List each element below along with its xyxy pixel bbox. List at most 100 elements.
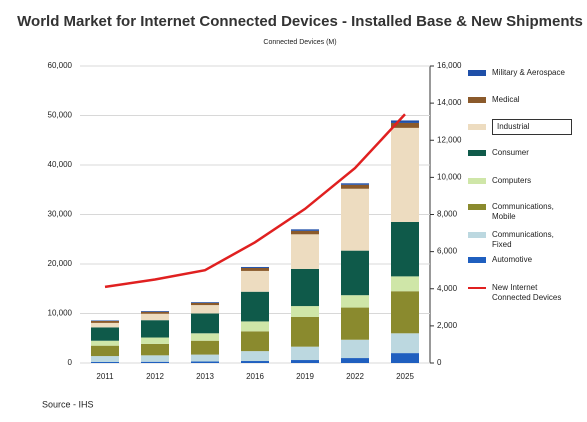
y2-tick-label: 6,000: [437, 247, 458, 256]
y2-tick-label: 4,000: [437, 284, 458, 293]
bar-segment: [341, 339, 369, 359]
y2-tick-label: 10,000: [437, 172, 462, 181]
chart-subtitle: Connected Devices (M): [263, 39, 336, 46]
legend-item: Medical: [468, 95, 578, 105]
bar-segment: [91, 340, 119, 346]
legend-item: Automotive: [468, 255, 578, 265]
legend-label: Consumer: [492, 148, 529, 157]
bar-segment: [341, 307, 369, 340]
bar-segment: [391, 291, 419, 334]
bar-segment: [291, 346, 319, 361]
legend-label: Communications, Mobile: [492, 202, 554, 221]
y2-tick-label: 0: [437, 358, 442, 367]
bar-segment: [141, 343, 169, 356]
legend-label: Communications, Fixed: [492, 230, 554, 249]
bar-segment: [241, 331, 269, 352]
legend-item: Military & Aerospace: [468, 68, 578, 78]
y-tick-label: 0: [68, 358, 73, 367]
legend-swatch: [468, 97, 486, 103]
legend-item: Communications, Fixed: [468, 230, 578, 250]
chart-title: World Market for Internet Connected Devi…: [17, 13, 583, 30]
legend-swatch: [468, 287, 486, 289]
y2-tick-label: 16,000: [437, 61, 462, 70]
bar-segment: [91, 327, 119, 341]
bar-segment: [291, 229, 319, 231]
legend-swatch: [468, 150, 486, 156]
y-tick-label: 10,000: [48, 309, 73, 318]
bar-segment: [241, 267, 269, 271]
bar-segment: [91, 356, 119, 363]
bar-segment: [341, 295, 369, 308]
bar-segment: [191, 361, 219, 363]
bar-segment: [191, 302, 219, 303]
source: Source - IHS: [42, 399, 94, 409]
y2-tick-label: 8,000: [437, 210, 458, 219]
legend-label: Computers: [492, 176, 532, 185]
legend-swatch: [468, 257, 486, 263]
bar-segment: [191, 354, 219, 362]
x-tick-label: 2016: [246, 372, 264, 381]
bar-segment: [191, 302, 219, 306]
legend-item: Consumer: [468, 148, 578, 158]
bar-segment: [391, 276, 419, 292]
legend-label: New Internet Connected Devices: [492, 283, 562, 302]
bar-segment: [141, 311, 169, 314]
x-tick-label: 2012: [146, 372, 164, 381]
bar-segment: [291, 268, 319, 307]
bar-segment: [91, 322, 119, 328]
legend-swatch: [468, 178, 486, 184]
bar-segment: [291, 306, 319, 317]
bar-segment: [341, 358, 369, 363]
bar-segment: [191, 333, 219, 341]
x-tick-label: 2025: [396, 372, 414, 381]
y-tick-label: 40,000: [48, 160, 73, 169]
bar-segment: [91, 320, 119, 323]
legend-item: Communications, Mobile: [468, 202, 578, 222]
legend-label: Military & Aerospace: [492, 68, 565, 77]
bar-segment: [291, 360, 319, 363]
y-tick-label: 50,000: [48, 111, 73, 120]
y-tick-label: 30,000: [48, 210, 73, 219]
legend-swatch: [468, 70, 486, 76]
y2-tick-label: 2,000: [437, 321, 458, 330]
legend-swatch: [468, 204, 486, 210]
bar-segment: [341, 250, 369, 296]
y-tick-label: 20,000: [48, 259, 73, 268]
y2-tick-label: 12,000: [437, 135, 462, 144]
bar-segment: [291, 316, 319, 347]
bar-segment: [191, 305, 219, 314]
bar-segment: [241, 321, 269, 332]
bar-segment: [141, 361, 169, 363]
x-tick-label: 2019: [296, 372, 314, 381]
bar-segment: [91, 345, 119, 357]
bar-segment: [241, 266, 269, 268]
bar-segment: [341, 183, 369, 185]
legend-item: Industrial: [468, 119, 578, 135]
x-tick-label: 2013: [196, 372, 214, 381]
bar-segment: [291, 234, 319, 269]
y-tick-label: 60,000: [48, 61, 73, 70]
bar-segment: [141, 320, 169, 338]
bar-segment: [191, 340, 219, 355]
bar-segment: [391, 122, 419, 128]
x-tick-label: 2022: [346, 372, 364, 381]
legend-label: Industrial: [492, 119, 572, 135]
bar-segment: [291, 230, 319, 235]
y2-tick-label: 14,000: [437, 98, 462, 107]
bar-segment: [391, 353, 419, 363]
legend-item: Computers: [468, 176, 578, 186]
legend-label: Medical: [492, 95, 520, 104]
bar-segment: [191, 313, 219, 334]
bar-segment: [141, 355, 169, 362]
bar-segment: [391, 333, 419, 354]
legend-swatch: [468, 124, 486, 130]
bar-segment: [341, 184, 369, 189]
bar-segment: [391, 221, 419, 277]
legend-item: New Internet Connected Devices: [468, 283, 578, 303]
bar-segment: [241, 351, 269, 362]
bar-segment: [241, 270, 269, 292]
line-series: [104, 113, 406, 289]
bar-segment: [91, 362, 119, 363]
